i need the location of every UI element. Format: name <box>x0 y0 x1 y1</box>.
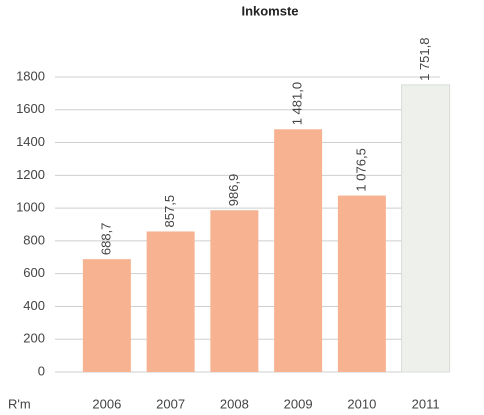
bar <box>146 231 195 372</box>
y-tick-label: 800 <box>23 232 45 247</box>
y-tick-label: 1800 <box>16 68 45 83</box>
y-tick-label: 1200 <box>16 167 45 182</box>
value-label: 986,9 <box>226 174 241 207</box>
bar <box>274 129 323 372</box>
x-tick-label: 2010 <box>347 396 376 411</box>
x-tick-label: 2008 <box>220 396 249 411</box>
y-tick-label: 0 <box>38 363 45 378</box>
y-tick-label: 600 <box>23 265 45 280</box>
value-label: 1 751,8 <box>417 38 432 81</box>
chart-title: Inkomste <box>241 3 298 18</box>
y-unit-label: R'm <box>8 396 31 411</box>
y-tick-label: 1400 <box>16 134 45 149</box>
value-label: 857,5 <box>162 195 177 228</box>
y-tick-label: 1000 <box>16 200 45 215</box>
x-tick-label: 2007 <box>156 396 185 411</box>
bar <box>337 195 386 372</box>
bar <box>82 259 131 372</box>
y-tick-label: 400 <box>23 298 45 313</box>
value-label: 1 076,5 <box>353 148 368 191</box>
x-tick-label: 2011 <box>412 396 440 411</box>
bar <box>210 210 259 372</box>
bar <box>401 84 451 373</box>
x-tick-label: 2009 <box>284 396 313 411</box>
y-tick-label: 1600 <box>16 101 45 116</box>
x-tick-label: 2006 <box>92 396 121 411</box>
y-tick-label: 200 <box>23 331 45 346</box>
value-label: 1 481,0 <box>290 82 305 125</box>
value-label: 688,7 <box>98 223 113 256</box>
